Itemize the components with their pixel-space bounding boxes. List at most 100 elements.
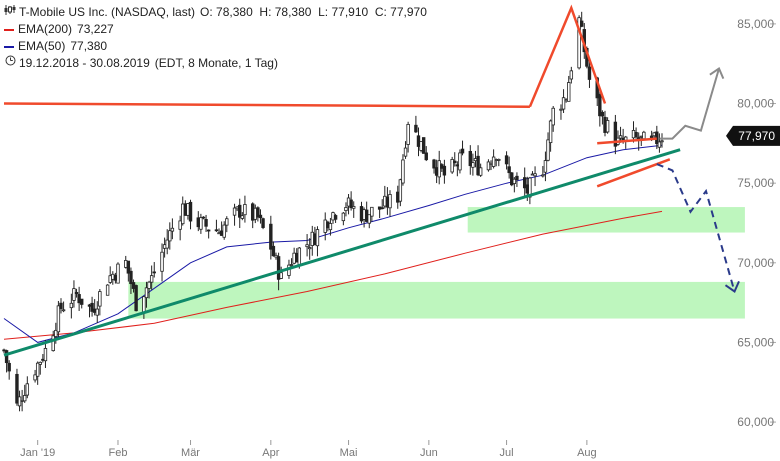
candle-body <box>468 150 472 167</box>
candle-body <box>165 239 169 249</box>
ema50-value: 77,380 <box>70 39 108 53</box>
candlestick-icon <box>4 4 16 21</box>
candle-body <box>25 383 30 396</box>
candle-body <box>450 159 454 173</box>
ema50-legend-row: EMA(50) 77,380 <box>4 38 427 55</box>
x-tick-label: Aug <box>577 447 597 459</box>
candle-body <box>201 216 206 219</box>
y-tick-label: 70,000 <box>737 256 774 270</box>
candle-body <box>510 172 514 186</box>
ema200-value: 73,227 <box>77 22 114 36</box>
candle-body <box>240 215 245 219</box>
chart-annotations <box>3 4 740 357</box>
x-tick-label: Mai <box>340 447 358 459</box>
resistance-line <box>3 102 530 108</box>
candle-body <box>305 244 309 248</box>
candle-body <box>307 247 312 250</box>
chart-legend: T-Mobile US Inc. (NASDAQ, last) O: 78,38… <box>4 4 427 72</box>
candle-body <box>642 131 646 140</box>
candle-body <box>367 214 371 224</box>
ema200-swatch <box>4 28 14 31</box>
period-info: (EDT, 8 Monate, 1 Tag) <box>154 56 278 70</box>
candle-body <box>543 160 548 173</box>
x-tick-label: Jan '19 <box>20 447 55 459</box>
trendline <box>3 148 681 357</box>
candle-body <box>605 120 610 133</box>
candle-body <box>54 329 58 337</box>
candle-body <box>134 285 138 312</box>
title-row: T-Mobile US Inc. (NASDAQ, last) O: 78,38… <box>4 4 427 21</box>
support-zone-2 <box>128 281 745 319</box>
candle-body <box>243 204 247 216</box>
period-range: 19.12.2018 - 30.08.2019 <box>19 56 150 70</box>
candle-body <box>297 247 302 266</box>
candle-body <box>258 214 263 219</box>
scenario-up-arrow <box>659 68 720 140</box>
candle-body <box>541 174 545 177</box>
candle-body <box>144 287 149 299</box>
candle-body <box>188 201 193 222</box>
candle-body <box>80 298 84 305</box>
candle-body <box>598 94 602 117</box>
candle-body <box>238 204 242 218</box>
candle-body <box>225 218 229 226</box>
candle-body <box>199 217 203 230</box>
candle-body <box>437 160 441 178</box>
candle-body <box>561 97 566 110</box>
candle-body <box>61 309 66 312</box>
candle-body <box>551 107 555 126</box>
candle-body <box>126 260 131 274</box>
candle-body <box>149 275 154 283</box>
y-tick-label: 80,000 <box>737 97 774 111</box>
ema50-path <box>3 144 663 343</box>
candle-body <box>204 219 208 227</box>
candle-body <box>618 135 623 139</box>
candle-body <box>147 281 151 289</box>
candle-body <box>476 155 480 176</box>
x-tick-label: Apr <box>262 447 279 459</box>
ema50-swatch <box>4 45 14 48</box>
candle-body <box>515 175 519 181</box>
candle-body <box>90 302 94 312</box>
candle-body <box>486 161 491 171</box>
candle-body <box>657 141 662 148</box>
candle-body <box>380 207 384 210</box>
ema50-line <box>3 144 663 343</box>
ema200-path <box>3 210 663 340</box>
candle-body <box>77 294 81 304</box>
candle-body <box>471 162 475 168</box>
candle-body <box>478 167 483 176</box>
candle-body <box>432 159 436 169</box>
candlestick-series <box>2 11 664 412</box>
x-tick-label: Feb <box>108 447 127 459</box>
candle-body <box>170 227 175 232</box>
candle-body <box>142 296 146 313</box>
candle-body <box>206 229 211 232</box>
candle-body <box>333 215 338 220</box>
last-value-marker: 77,970 <box>726 125 780 146</box>
candle-body <box>279 272 283 279</box>
candle-body <box>421 137 426 154</box>
candle-body <box>458 152 462 171</box>
x-tick-label: Mär <box>181 447 200 459</box>
candle-body <box>271 245 276 257</box>
candle-body <box>512 178 517 184</box>
candle-body <box>160 251 164 272</box>
candle-body <box>460 148 465 154</box>
ohlc-values: O: 78,380 H: 78,380 L: 77,910 C: 77,970 <box>200 5 427 19</box>
candle-body <box>74 292 79 295</box>
candle-body <box>624 136 628 141</box>
candle-body <box>370 206 374 217</box>
x-tick-label: Jun <box>420 447 438 459</box>
candle-body <box>634 132 638 138</box>
candle-body <box>7 362 11 372</box>
candle-body <box>569 70 574 80</box>
y-tick-label: 60,000 <box>737 415 774 429</box>
candle-body <box>649 135 654 139</box>
candle-body <box>660 140 664 143</box>
scenario-up-arrowhead <box>709 66 725 79</box>
candle-body <box>178 220 182 230</box>
y-tick-label: 65,000 <box>737 335 774 349</box>
candle-body <box>261 218 265 228</box>
candle-body <box>577 17 581 69</box>
